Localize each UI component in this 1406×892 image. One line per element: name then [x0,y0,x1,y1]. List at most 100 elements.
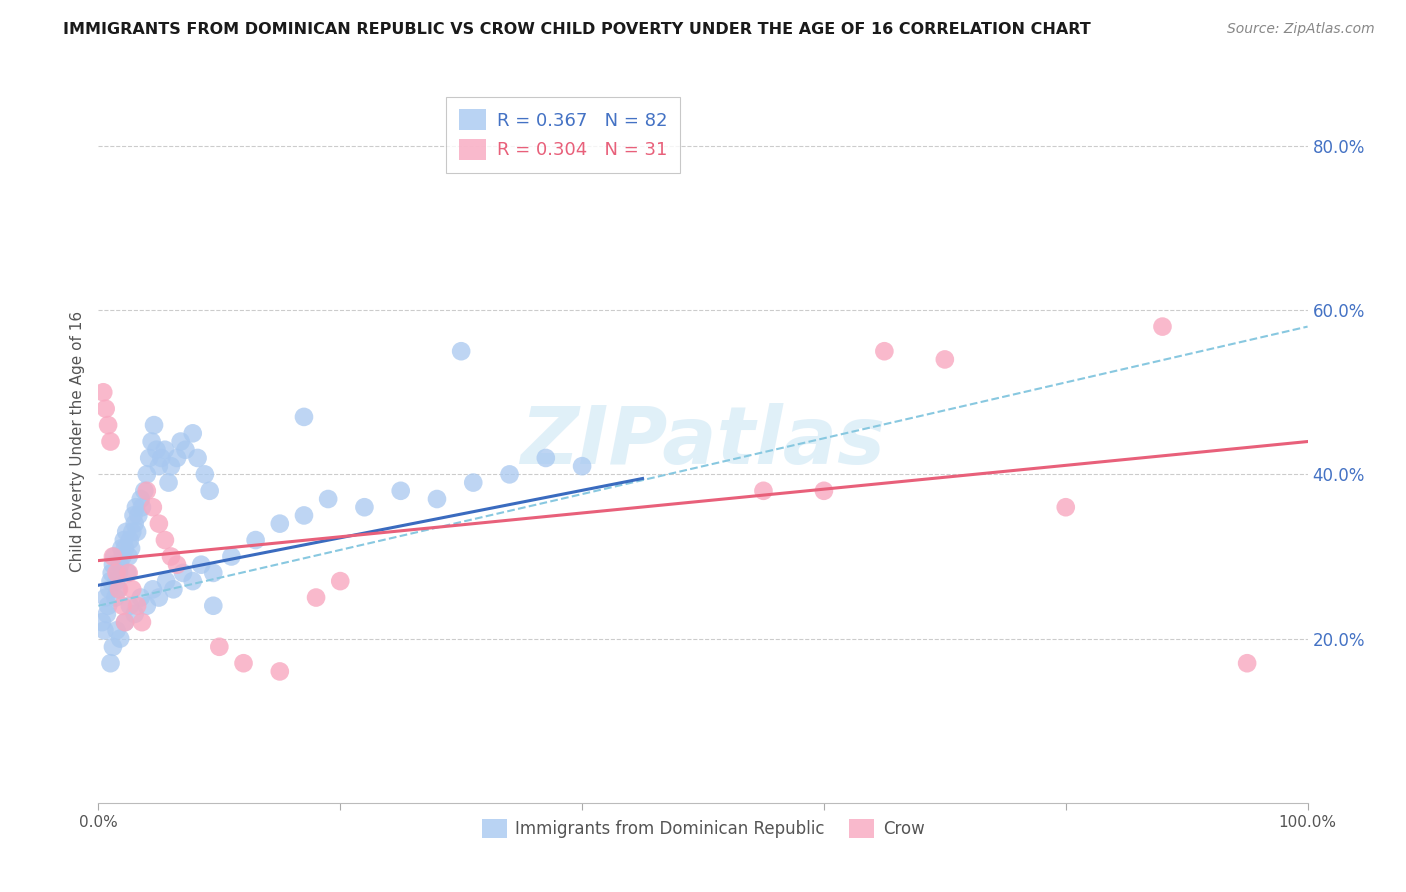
Point [108,566,131,580]
Point [131,500,153,515]
Point [190,558,212,572]
Point [221,549,243,564]
Legend: Immigrants from Dominican Republic, Crow: Immigrants from Dominican Republic, Crow [475,813,931,845]
Point [1054,500,1077,515]
Point [142,500,165,515]
Point [157,475,180,490]
Point [117,566,139,580]
Point [155,574,177,588]
Point [181,574,204,588]
Point [108,632,131,646]
Point [124,607,146,621]
Point [112,533,135,547]
Point [316,491,339,506]
Point [122,508,145,523]
Point [100,574,122,588]
Point [111,599,134,613]
Point [127,599,149,613]
Point [105,566,128,580]
Point [118,533,141,547]
Point [104,591,127,605]
Point [94,591,117,605]
Point [208,640,231,654]
Point [813,483,835,498]
Point [166,450,188,465]
Point [292,508,315,523]
Point [135,599,157,613]
Point [498,467,520,482]
Point [111,549,134,564]
Point [534,450,557,465]
Point [91,385,114,400]
Point [101,549,124,564]
Point [389,483,412,498]
Point [160,459,183,474]
Point [138,450,160,465]
Text: IMMIGRANTS FROM DOMINICAN REPUBLIC VS CROW CHILD POVERTY UNDER THE AGE OF 16 COR: IMMIGRANTS FROM DOMINICAN REPUBLIC VS CR… [63,22,1091,37]
Point [129,591,152,605]
Point [148,459,170,474]
Point [160,549,183,564]
Point [94,401,117,416]
Point [114,541,136,556]
Point [162,582,184,597]
Point [202,599,225,613]
Point [202,566,225,580]
Point [114,615,136,630]
Point [115,524,138,539]
Point [135,483,157,498]
Point [232,657,254,671]
Point [450,344,472,359]
Point [127,524,149,539]
Point [150,450,173,465]
Point [118,599,141,613]
Point [100,434,122,449]
Point [141,434,163,449]
Point [143,418,166,433]
Point [121,582,143,597]
Point [96,607,118,621]
Y-axis label: Child Poverty Under the Age of 16: Child Poverty Under the Age of 16 [69,311,84,572]
Point [873,344,896,359]
Point [181,426,204,441]
Point [142,582,165,597]
Point [353,500,375,515]
Point [329,574,352,588]
Point [97,599,120,613]
Point [101,640,124,654]
Point [571,459,593,474]
Point [269,665,291,679]
Point [131,615,153,630]
Point [107,582,129,597]
Point [169,434,191,449]
Point [97,418,120,433]
Point [292,409,315,424]
Point [153,442,176,457]
Point [127,508,149,523]
Point [194,467,217,482]
Point [172,566,194,580]
Point [108,558,131,572]
Point [91,615,114,630]
Point [108,582,131,597]
Point [125,500,148,515]
Point [187,450,209,465]
Text: ZIPatlas: ZIPatlas [520,402,886,481]
Point [426,491,449,506]
Point [174,442,197,457]
Point [124,516,146,531]
Point [1236,657,1258,671]
Point [934,352,956,367]
Point [103,549,125,564]
Point [100,566,122,580]
Point [120,541,142,556]
Point [135,467,157,482]
Point [93,624,115,638]
Point [118,549,141,564]
Point [121,524,143,539]
Point [100,657,122,671]
Point [114,615,136,630]
Point [166,558,188,572]
Point [148,516,170,531]
Point [101,558,124,572]
